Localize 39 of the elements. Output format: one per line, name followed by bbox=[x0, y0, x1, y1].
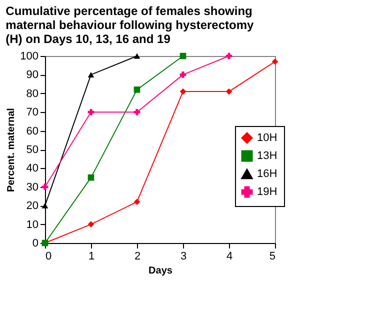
y-tick-label: 0 bbox=[32, 238, 38, 250]
point bbox=[272, 58, 278, 65]
x-tick-label: 1 bbox=[88, 250, 95, 262]
x-axis-title: Days bbox=[148, 266, 173, 276]
legend-label: 10H bbox=[257, 132, 278, 144]
x-tick-label: 2 bbox=[134, 250, 141, 262]
legend-label: 13H bbox=[257, 150, 278, 162]
x-tick-label: 3 bbox=[180, 250, 187, 262]
point bbox=[134, 108, 140, 116]
y-axis-title: Percent. maternal bbox=[6, 108, 18, 192]
y-tick-label: 80 bbox=[26, 88, 38, 100]
x-tick-label: 5 bbox=[269, 250, 276, 262]
point bbox=[226, 88, 232, 95]
point bbox=[180, 88, 186, 95]
chart-title: Cumulative percentage of females showing maternal behaviour following hysterectomy (H) on Days 10, 13, 16 and 19 bbox=[6, 4, 254, 46]
point bbox=[180, 52, 186, 60]
legend-label: 16H bbox=[257, 168, 278, 180]
point bbox=[88, 174, 94, 181]
y-tick-label: 90 bbox=[26, 69, 38, 82]
y-tick-label: 40 bbox=[26, 162, 38, 175]
y-tick-label: 10 bbox=[26, 218, 38, 231]
y-tick-label: 70 bbox=[26, 106, 38, 119]
y-tick-label: 100 bbox=[20, 50, 38, 62]
y-tick-label: 30 bbox=[26, 181, 38, 194]
point bbox=[226, 52, 232, 60]
x-tick-label: 0 bbox=[46, 250, 52, 262]
point bbox=[88, 221, 94, 228]
point bbox=[134, 53, 140, 59]
point bbox=[180, 72, 186, 78]
point bbox=[42, 184, 48, 190]
y-tick-label: 20 bbox=[26, 200, 38, 212]
y-tick-label: 50 bbox=[26, 144, 38, 156]
legend-label: 19H bbox=[257, 186, 278, 198]
point bbox=[88, 72, 94, 78]
point bbox=[134, 86, 140, 93]
point bbox=[134, 198, 140, 206]
y-tick-label: 60 bbox=[26, 125, 38, 138]
point bbox=[88, 108, 94, 116]
x-tick-label: 4 bbox=[226, 250, 233, 262]
